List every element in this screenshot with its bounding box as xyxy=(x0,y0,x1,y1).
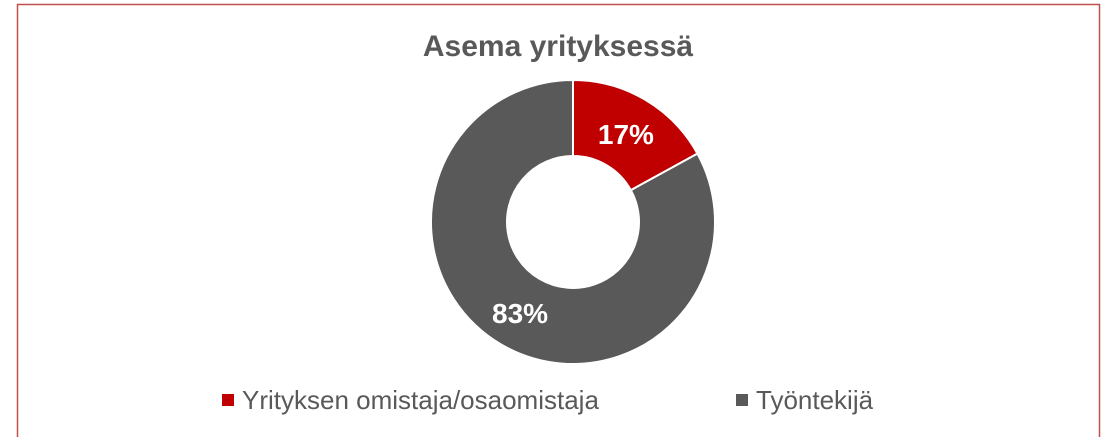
legend-label: Yrityksen omistaja/osaomistaja xyxy=(242,385,599,415)
data-label: 17% xyxy=(598,119,654,150)
legend-swatch xyxy=(222,394,234,406)
data-label: 83% xyxy=(492,298,548,329)
chart-border xyxy=(16,3,1101,437)
legend-label: Työntekijä xyxy=(756,385,874,415)
legend-swatch xyxy=(736,394,748,406)
chart-title: Asema yrityksessä xyxy=(423,30,694,63)
donut-segment xyxy=(572,78,699,192)
donut-segment xyxy=(430,78,716,365)
